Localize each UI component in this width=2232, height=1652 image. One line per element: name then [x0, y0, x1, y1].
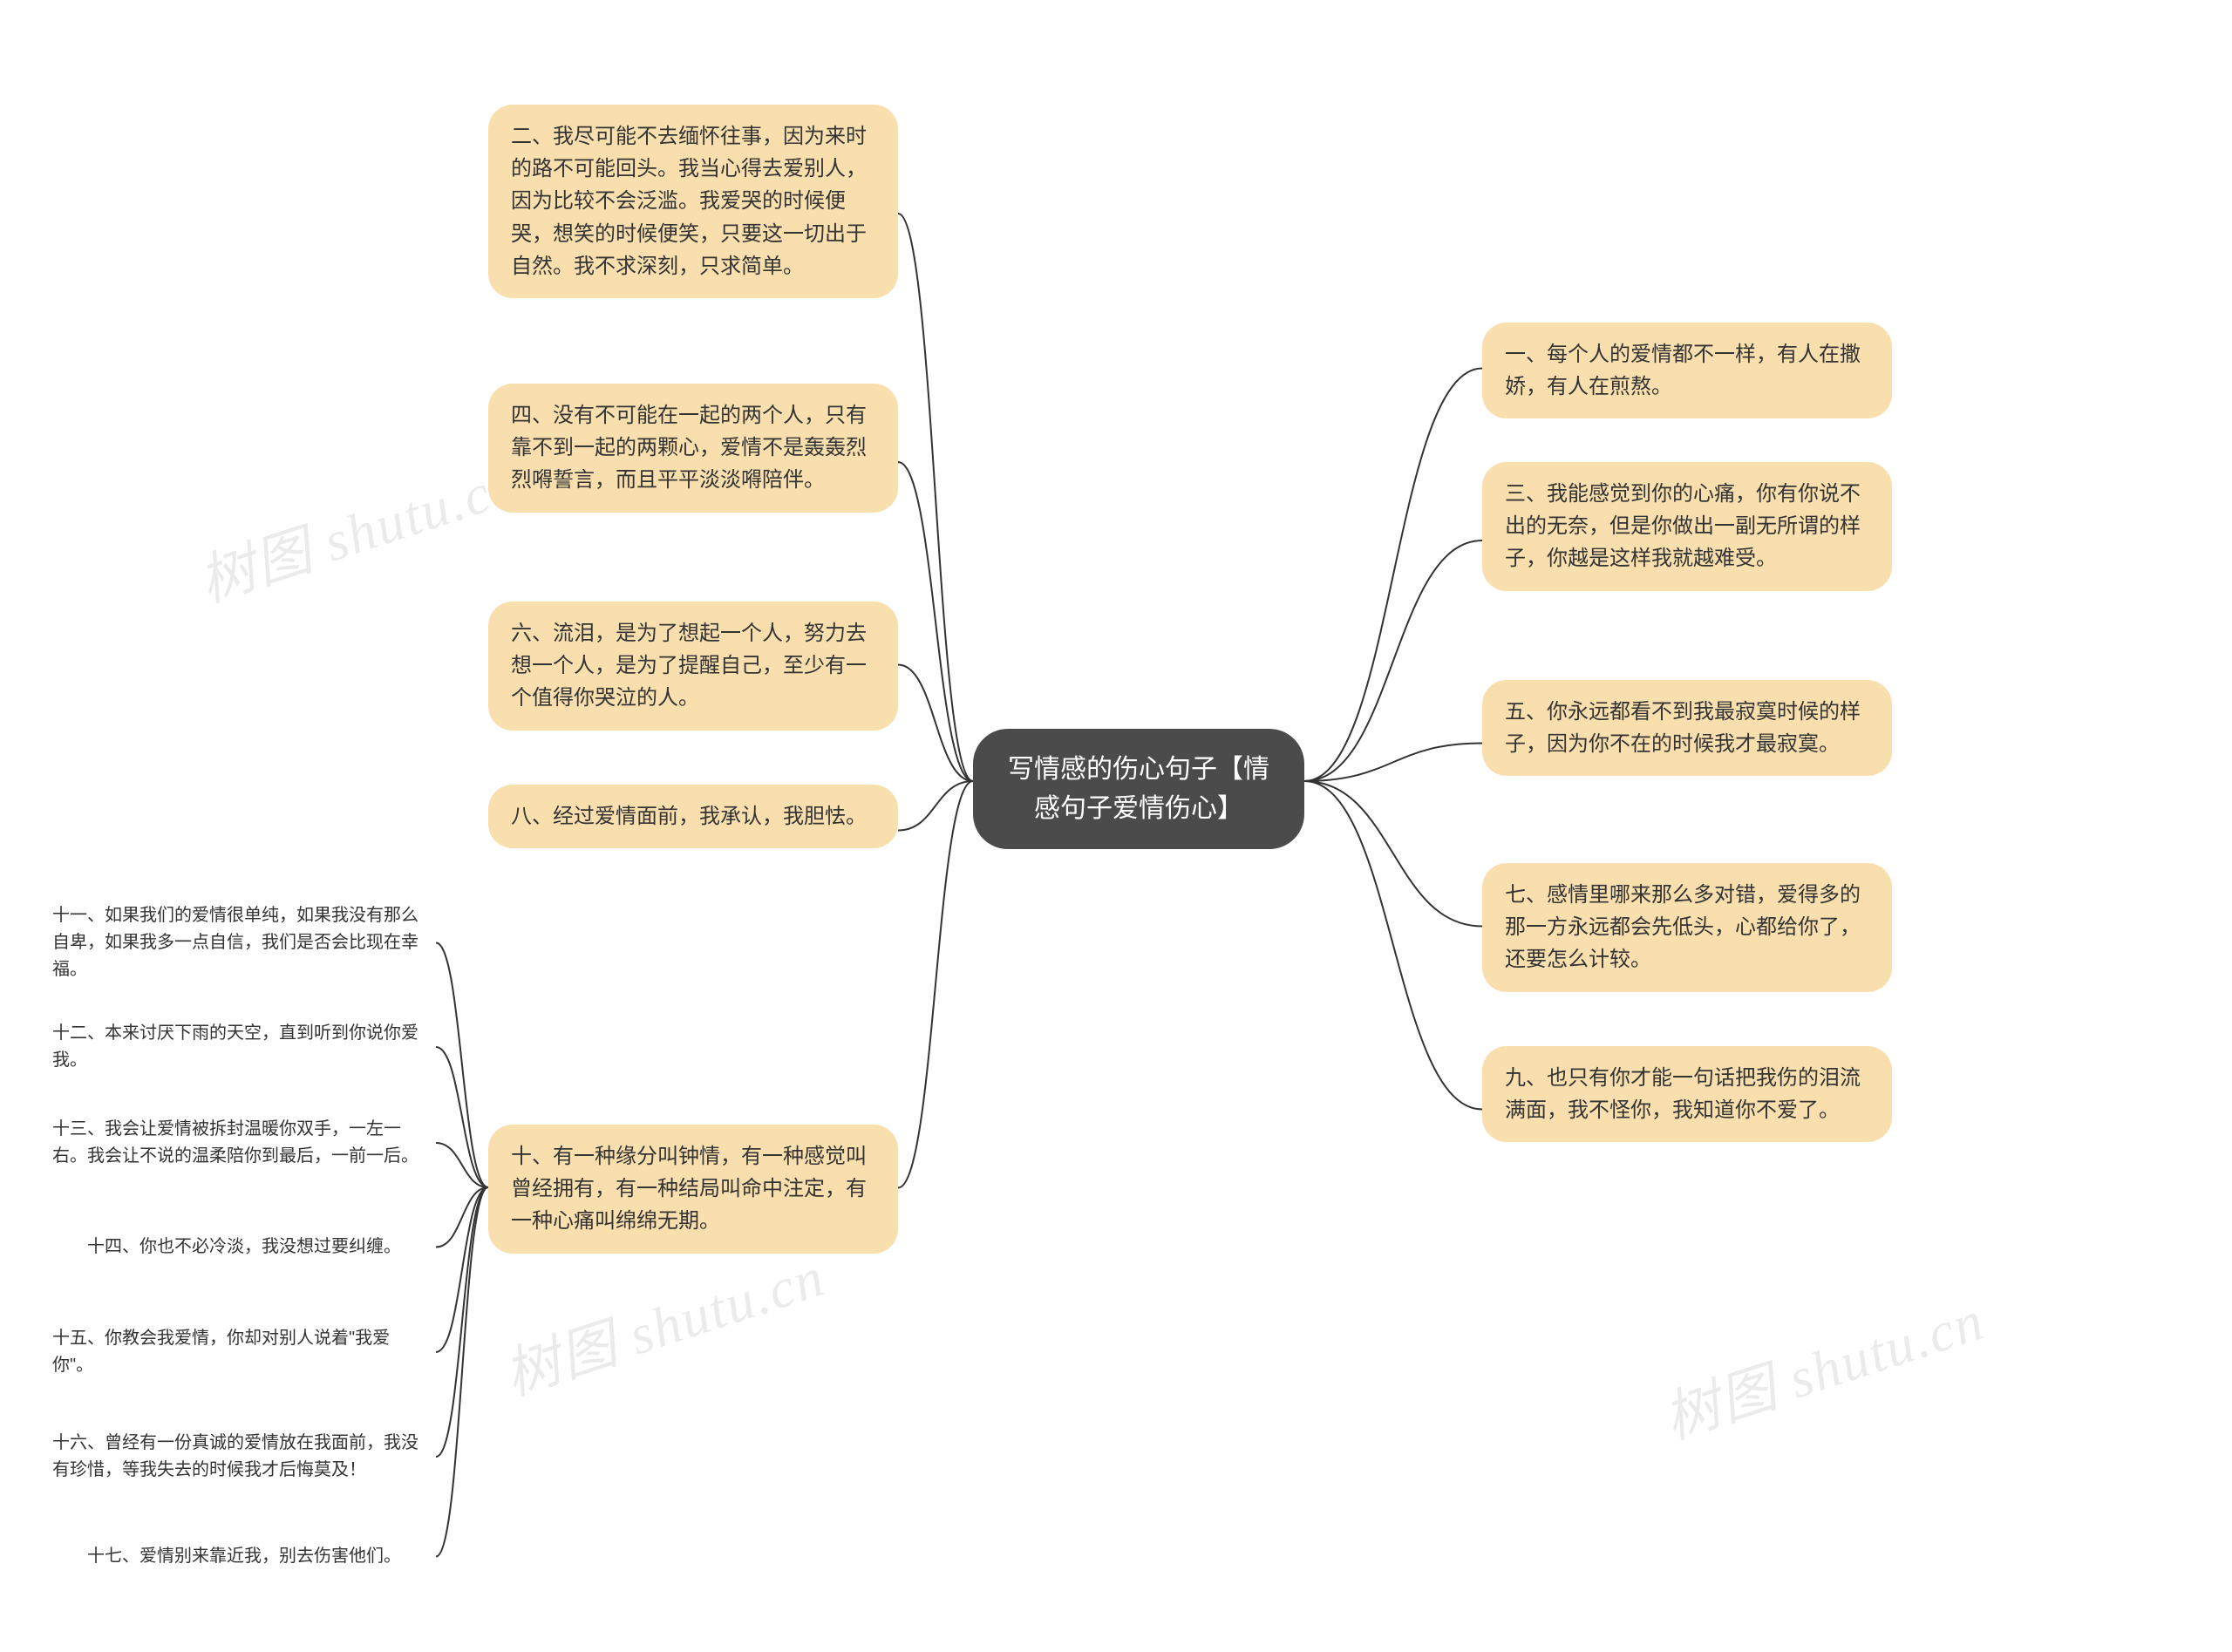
watermark: 树图 shutu.cn [187, 438, 528, 617]
branch-node[interactable]: 五、你永远都看不到我最寂寞时候的样子，因为你不在的时候我才最寂寞。 [1482, 680, 1892, 776]
branch-node[interactable]: 八、经过爱情面前，我承认，我胆怯。 [488, 785, 898, 848]
edge [436, 1047, 488, 1187]
branch-node[interactable]: 六、流泪，是为了想起一个人，努力去想一个人，是为了提醒自己，至少有一个值得你哭泣… [488, 602, 898, 731]
edge [898, 214, 973, 781]
branch-node[interactable]: 三、我能感觉到你的心痛，你有你说不出的无奈，但是你做出一副无所谓的样子，你越是这… [1482, 462, 1892, 591]
edge [898, 781, 973, 831]
edge [436, 943, 488, 1188]
leaf-node[interactable]: 十五、你教会我爱情，你却对别人说着"我爱你"。 [52, 1325, 427, 1379]
branch-node[interactable]: 九、也只有你才能一句话把我伤的泪流满面，我不怪你，我知道你不爱了。 [1482, 1046, 1892, 1142]
leaf-node[interactable]: 十七、爱情别来靠近我，别去伤害他们。 [87, 1543, 453, 1570]
branch-node[interactable]: 十、有一种缘分叫钟情，有一种感觉叫曾经拥有，有一种结局叫命中注定，有一种心痛叫绵… [488, 1125, 898, 1254]
leaf-node[interactable]: 十四、你也不必冷淡，我没想过要纠缠。 [87, 1234, 453, 1261]
edge [1304, 781, 1482, 1110]
edge [1304, 781, 1482, 927]
branch-node[interactable]: 二、我尽可能不去缅怀往事，因为来时的路不可能回头。我当心得去爱别人，因为比较不会… [488, 105, 898, 298]
edge [436, 1143, 488, 1187]
watermark: 树图 shutu.cn [493, 1232, 834, 1411]
leaf-node[interactable]: 十六、曾经有一份真诚的爱情放在我面前，我没有珍惜，等我失去的时候我才后悔莫及！ [52, 1430, 427, 1484]
edge [1304, 369, 1482, 782]
edge [1304, 744, 1482, 782]
edge [898, 665, 973, 782]
edge [436, 1187, 488, 1352]
leaf-node[interactable]: 十一、如果我们的爱情很单纯，如果我没有那么自卑，如果我多一点自信，我们是否会比现… [52, 902, 427, 983]
mindmap-canvas: 树图 shutu.cn 树图 shutu.cn 树图 shutu.cn 写情感的伤心句… [0, 0, 2232, 1652]
branch-node[interactable]: 一、每个人的爱情都不一样，有人在撒娇，有人在煎熬。 [1482, 323, 1892, 418]
edge [898, 462, 973, 781]
branch-node[interactable]: 七、感情里哪来那么多对错，爱得多的那一方永远都会先低头，心都给你了，还要怎么计较… [1482, 863, 1892, 992]
leaf-node[interactable]: 十三、我会让爱情被拆封温暖你双手，一左一右。我会让不说的温柔陪你到最后，一前一后… [52, 1116, 427, 1170]
edge [1304, 540, 1482, 781]
branch-node[interactable]: 四、没有不可能在一起的两个人，只有靠不到一起的两颗心，爱情不是轰轰烈烈嘚誓言，而… [488, 384, 898, 513]
center-node[interactable]: 写情感的伤心句子【情感句子爱情伤心】 [973, 729, 1304, 849]
watermark: 树图 shutu.cn [1652, 1275, 1993, 1454]
leaf-node[interactable]: 十二、本来讨厌下雨的天空，直到听到你说你爱我。 [52, 1020, 427, 1074]
edge [436, 1187, 488, 1457]
edge [898, 781, 973, 1188]
